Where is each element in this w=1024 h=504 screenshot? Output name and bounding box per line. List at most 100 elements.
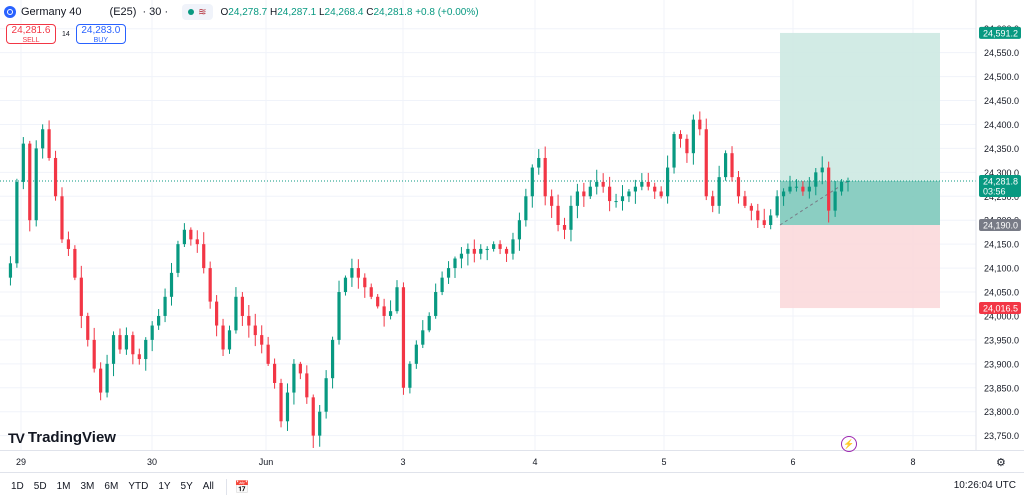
current-price-tag bbox=[979, 175, 1021, 198]
candle-body bbox=[169, 272, 174, 297]
candle-body bbox=[556, 205, 560, 225]
y-tick-label: 23,950.0 bbox=[984, 335, 1019, 345]
contract-label: (E25) bbox=[109, 6, 137, 18]
candle-body bbox=[479, 248, 483, 254]
candle-body bbox=[537, 157, 541, 168]
range-1y[interactable]: 1Y bbox=[158, 481, 171, 492]
range-1m[interactable]: 1M bbox=[56, 481, 71, 492]
candle-body bbox=[73, 248, 77, 278]
long-position-zones[interactable] bbox=[779, 32, 940, 309]
candle-body bbox=[86, 315, 90, 340]
candle-body bbox=[66, 239, 71, 249]
candle-body bbox=[846, 180, 850, 182]
y-tick-label: 24,100.0 bbox=[984, 264, 1019, 274]
profit-zone bbox=[780, 32, 940, 225]
ohlc-values: O24,278.7 H24,287.1 L24,268.4 C24,281.8 … bbox=[220, 6, 479, 18]
candle-body bbox=[582, 191, 586, 197]
trade-buttons: 24,281.6 SELL 14 24,283.0 BUY bbox=[6, 24, 126, 44]
range-3m[interactable]: 3M bbox=[80, 481, 95, 492]
candle-body bbox=[350, 268, 354, 278]
candle-body bbox=[775, 196, 779, 216]
candle-body bbox=[137, 354, 141, 360]
candle-body bbox=[53, 157, 58, 197]
bottom-toolbar: 1D 5D 1M 3M 6M YTD 1Y 5Y All 📅 10:26:04 … bbox=[0, 472, 1024, 500]
symbol-name[interactable]: Germany 40 bbox=[21, 6, 82, 18]
range-ytd[interactable]: YTD bbox=[128, 481, 149, 492]
candle-body bbox=[550, 196, 554, 206]
candle-body bbox=[118, 335, 122, 350]
range-all[interactable]: All bbox=[202, 481, 214, 492]
gear-icon[interactable]: ⚙ bbox=[996, 457, 1006, 469]
buy-button[interactable]: 24,283.0 BUY bbox=[75, 24, 126, 44]
candle-body bbox=[833, 191, 837, 211]
utc-clock[interactable]: 10:26:04 UTC bbox=[953, 480, 1016, 491]
candle-body bbox=[414, 344, 418, 364]
y-tick-label: 23,800.0 bbox=[984, 407, 1019, 417]
x-tick-label: 8 bbox=[910, 457, 915, 467]
candle-body bbox=[440, 277, 444, 293]
lightning-icon[interactable]: ⚡ bbox=[841, 436, 857, 452]
candle-body bbox=[227, 330, 232, 350]
candle-body bbox=[337, 292, 341, 340]
candle-body bbox=[92, 339, 96, 369]
candle-body bbox=[614, 201, 618, 203]
loss-zone bbox=[780, 225, 940, 309]
candle-body bbox=[814, 172, 818, 187]
candle-body bbox=[459, 253, 464, 259]
candle-body bbox=[215, 301, 219, 326]
y-tick-label: 23,750.0 bbox=[984, 431, 1019, 441]
candle-body bbox=[401, 287, 406, 388]
y-tick-label: 24,550.0 bbox=[984, 48, 1019, 58]
candle-body bbox=[253, 325, 257, 336]
y-tick-label: 24,000.0 bbox=[984, 311, 1019, 321]
candle-body bbox=[827, 167, 831, 211]
y-tick-label: 24,300.0 bbox=[984, 168, 1019, 178]
candle-body bbox=[562, 225, 567, 230]
candle-body bbox=[202, 244, 206, 269]
candle-body bbox=[640, 181, 644, 187]
candle-body bbox=[517, 220, 522, 240]
time-axis[interactable]: 29 30 Jun 3 4 5 6 8 bbox=[0, 450, 1024, 468]
candle-body bbox=[608, 186, 612, 202]
range-1d[interactable]: 1D bbox=[11, 481, 24, 492]
range-5d[interactable]: 5D bbox=[33, 481, 47, 492]
candle-body bbox=[807, 186, 811, 192]
candle-body bbox=[711, 196, 715, 206]
candle-body bbox=[588, 186, 592, 197]
candle-body bbox=[395, 287, 399, 312]
candle-body bbox=[221, 325, 225, 350]
symbol-header: Germany 40 (E25) · 30 · ≋ O24,278.7 H24,… bbox=[4, 3, 479, 21]
entry-price-tag-text: 24,190.0 bbox=[983, 221, 1018, 231]
stop-loss-tag bbox=[979, 302, 1021, 315]
range-6m[interactable]: 6M bbox=[104, 481, 119, 492]
toolbar-divider bbox=[225, 478, 227, 495]
candle-body bbox=[472, 248, 476, 254]
candle-body bbox=[620, 196, 625, 202]
candle-body bbox=[131, 335, 135, 355]
candle-body bbox=[260, 335, 264, 345]
sell-button[interactable]: 24,281.6 SELL bbox=[6, 24, 56, 44]
range-5y[interactable]: 5Y bbox=[180, 481, 193, 492]
candle-body bbox=[736, 177, 741, 197]
candle-body bbox=[820, 167, 824, 173]
candle-body bbox=[189, 229, 193, 240]
position-trend-line bbox=[779, 180, 849, 226]
market-status-pill[interactable]: ≋ bbox=[182, 4, 213, 20]
market-open-icon bbox=[188, 9, 195, 15]
candle-body bbox=[99, 368, 103, 393]
candle-body bbox=[492, 244, 496, 249]
candle-body bbox=[781, 191, 786, 197]
timeframe-label[interactable]: · 30 · bbox=[142, 6, 169, 18]
candle-body bbox=[498, 244, 502, 249]
y-tick-label: 24,050.0 bbox=[984, 288, 1019, 298]
candle-body bbox=[717, 177, 721, 206]
candle-body bbox=[530, 167, 534, 197]
candle-body bbox=[769, 215, 773, 225]
tradingview-logo[interactable]: TV TradingView bbox=[8, 429, 116, 446]
calendar-icon[interactable]: 📅 bbox=[234, 479, 250, 494]
candle-body bbox=[839, 181, 844, 192]
candle-body bbox=[41, 129, 45, 149]
candles bbox=[8, 111, 850, 448]
